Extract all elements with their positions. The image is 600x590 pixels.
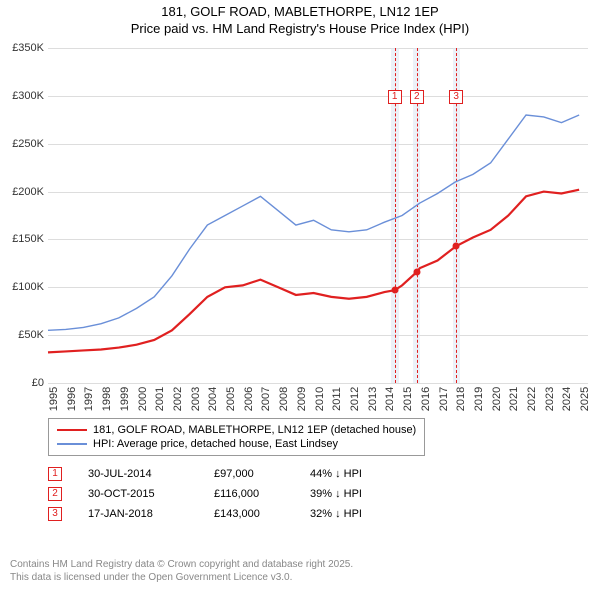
y-tick-label: £200K [0,186,44,198]
x-tick-label: 2019 [473,387,485,411]
sale-events-table: 130-JUL-2014£97,00044% ↓ HPI230-OCT-2015… [48,464,362,524]
legend-item: HPI: Average price, detached house, East… [57,437,416,451]
y-tick-label: £300K [0,90,44,102]
x-tick-label: 2024 [561,387,573,411]
x-tick-label: 2025 [579,387,591,411]
x-tick-label: 2023 [544,387,556,411]
x-tick-label: 1999 [119,387,131,411]
x-tick-label: 2015 [402,387,414,411]
event-row: 130-JUL-2014£97,00044% ↓ HPI [48,464,362,484]
y-tick-label: £150K [0,233,44,245]
y-tick-label: £100K [0,281,44,293]
y-tick-label: £350K [0,42,44,54]
chart-plot-area: £0£50K£100K£150K£200K£250K£300K£350K1995… [48,48,588,383]
x-tick-label: 1996 [66,387,78,411]
x-tick-label: 2009 [296,387,308,411]
chart-lines [48,48,588,383]
x-tick-label: 2012 [349,387,361,411]
y-tick-label: £250K [0,138,44,150]
x-tick-label: 2020 [491,387,503,411]
x-tick-label: 2018 [455,387,467,411]
x-tick-label: 2008 [278,387,290,411]
x-tick-label: 2000 [137,387,149,411]
x-tick-label: 2002 [172,387,184,411]
event-row: 230-OCT-2015£116,00039% ↓ HPI [48,484,362,504]
x-tick-label: 1997 [83,387,95,411]
x-tick-label: 2014 [384,387,396,411]
x-tick-label: 2003 [190,387,202,411]
x-tick-label: 2007 [260,387,272,411]
legend-item: 181, GOLF ROAD, MABLETHORPE, LN12 1EP (d… [57,423,416,437]
chart-legend: 181, GOLF ROAD, MABLETHORPE, LN12 1EP (d… [48,418,425,456]
x-tick-label: 2021 [508,387,520,411]
x-tick-label: 2017 [438,387,450,411]
x-tick-label: 1995 [48,387,60,411]
x-tick-label: 2011 [331,387,343,411]
x-tick-label: 1998 [101,387,113,411]
chart-subtitle: Price paid vs. HM Land Registry's House … [0,21,600,42]
footer-attribution: Contains HM Land Registry data © Crown c… [10,558,353,584]
x-tick-label: 2001 [154,387,166,411]
y-tick-label: £0 [0,377,44,389]
x-tick-label: 2005 [225,387,237,411]
x-tick-label: 2016 [420,387,432,411]
x-tick-label: 2010 [314,387,326,411]
y-tick-label: £50K [0,329,44,341]
x-tick-label: 2004 [207,387,219,411]
x-tick-label: 2006 [243,387,255,411]
x-tick-label: 2022 [526,387,538,411]
event-row: 317-JAN-2018£143,00032% ↓ HPI [48,504,362,524]
x-tick-label: 2013 [367,387,379,411]
chart-title: 181, GOLF ROAD, MABLETHORPE, LN12 1EP [0,0,600,21]
